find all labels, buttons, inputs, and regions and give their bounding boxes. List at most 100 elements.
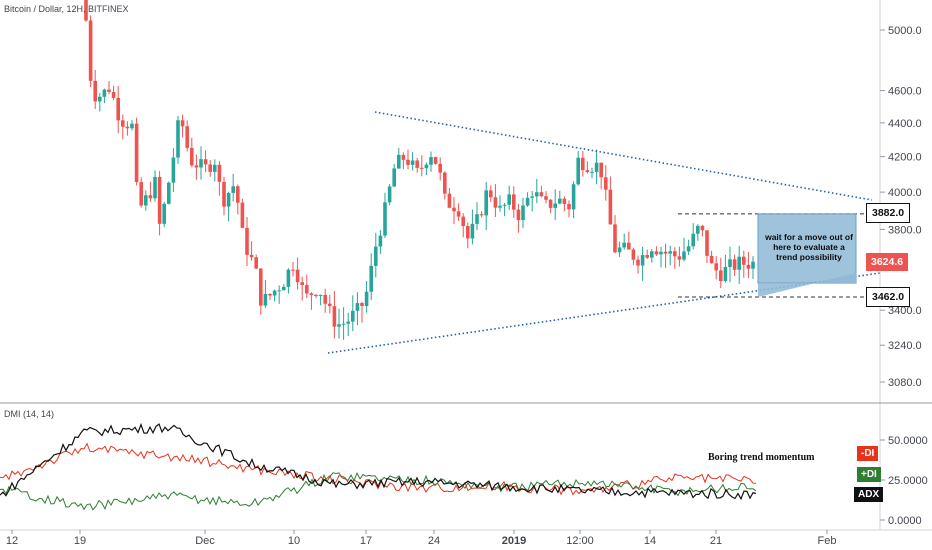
candle-body: [544, 196, 548, 200]
y-tick-label: 3400.0: [888, 305, 922, 317]
candle-body: [369, 265, 373, 292]
x-tick-label: 19: [74, 535, 86, 547]
candle-body: [337, 324, 341, 327]
candle-body: [346, 321, 350, 324]
candle-body: [613, 224, 617, 253]
candle-body: [420, 167, 424, 169]
candle-body: [378, 235, 383, 247]
candle-body: [240, 202, 245, 228]
dmi-tick-label: 0.0000: [888, 515, 922, 527]
candle-body: [88, 20, 93, 81]
indicator-note: Boring trend momentum: [708, 452, 815, 463]
candle-body: [134, 123, 139, 183]
y-tick-label: 4600.0: [888, 86, 922, 98]
candle-body: [231, 186, 235, 193]
candle-body: [111, 91, 116, 98]
dmi-tick-label: 50.0000: [888, 435, 928, 447]
candle-body: [723, 266, 728, 282]
x-tick-label: 10: [288, 535, 300, 547]
price-tag-upper: 3882.0: [866, 203, 911, 223]
candle-body: [387, 186, 392, 203]
candle-body: [180, 120, 185, 127]
series-adx: [0, 422, 757, 501]
candle-body: [429, 157, 433, 165]
candle-body: [530, 196, 534, 198]
candle-body: [742, 256, 746, 265]
candle-body: [470, 223, 475, 239]
candle-body: [397, 154, 401, 169]
y-tick-label: 4400.0: [888, 118, 922, 130]
candle-body: [355, 303, 360, 311]
candle-body: [249, 254, 254, 258]
candle-body: [627, 242, 631, 250]
candle-body: [360, 303, 364, 307]
candle-body: [714, 263, 718, 271]
candle-body: [392, 168, 396, 187]
candle-body: [259, 268, 263, 306]
tag-adx: ADX: [854, 487, 884, 502]
candle-body: [594, 162, 599, 172]
candle-body: [608, 189, 613, 225]
candle-body: [286, 269, 291, 287]
x-tick-label: 21: [710, 535, 722, 547]
candle-body: [521, 205, 525, 221]
candle-body: [153, 176, 157, 199]
price-candles: [84, 0, 755, 340]
candle-body: [516, 209, 521, 221]
candle-body: [668, 251, 672, 254]
candle-body: [383, 202, 387, 236]
candle-body: [493, 197, 498, 208]
candle-body: [199, 159, 203, 168]
x-tick-label: 14: [644, 535, 656, 547]
candle-body: [130, 123, 134, 129]
candle-body: [222, 181, 226, 207]
x-tick-label: 12:00: [566, 535, 594, 547]
candle-body: [571, 184, 576, 210]
candle-body: [332, 306, 337, 327]
candle-body: [295, 269, 300, 283]
candle-body: [650, 251, 654, 258]
candle-body: [709, 255, 714, 264]
candle-body: [194, 165, 199, 168]
candle-body: [576, 157, 580, 185]
dmi-panel: [0, 422, 757, 511]
candle-body: [654, 251, 659, 255]
candle-body: [107, 89, 111, 92]
candle-body: [732, 259, 737, 270]
candle-body: [507, 194, 511, 205]
candle-body: [443, 172, 447, 194]
candle-body: [682, 251, 686, 260]
candle-body: [116, 97, 120, 121]
candle-body: [263, 293, 268, 306]
dmi-label: DMI (14, 14): [4, 409, 55, 419]
candle-body: [415, 160, 419, 168]
candle-body: [401, 154, 406, 160]
box-note: wait for a move out of here to evaluate …: [765, 232, 853, 262]
candle-body: [489, 190, 493, 198]
candle-body: [631, 249, 636, 260]
candle-body: [746, 264, 751, 269]
candle-body: [562, 198, 567, 204]
candle-body: [167, 182, 171, 204]
candle-body: [410, 160, 415, 165]
candle-body: [291, 269, 295, 271]
candle-body: [102, 89, 107, 97]
candle-body: [663, 251, 668, 254]
range-box: [757, 213, 857, 284]
chart-overlays: [327, 111, 881, 354]
candle-body: [590, 171, 594, 173]
candle-body: [213, 164, 217, 172]
candle-body: [525, 197, 530, 206]
candle-body: [208, 164, 212, 172]
price-tag-lower: 3462.0: [866, 287, 911, 307]
candle-body: [498, 205, 502, 208]
candle-body: [535, 192, 539, 197]
y-tick-label: 3080.0: [888, 377, 922, 389]
x-tick-label: 12: [6, 535, 18, 547]
candle-body: [148, 195, 153, 199]
candle-body: [305, 285, 309, 294]
candle-body: [599, 162, 603, 178]
candle-body: [438, 163, 442, 173]
